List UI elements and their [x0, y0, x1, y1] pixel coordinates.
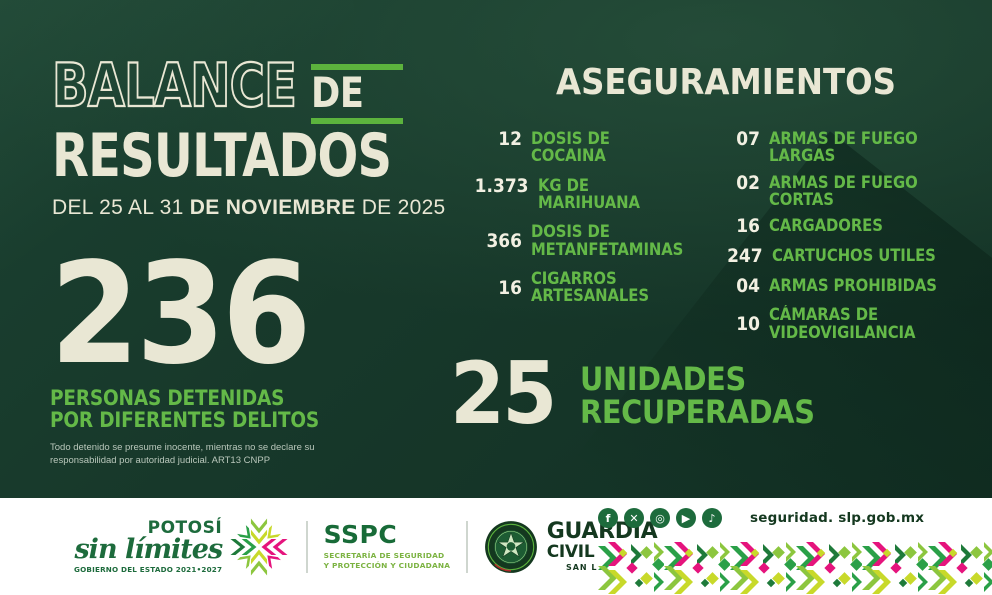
headline-block: BALANCE DE RESULTADOS DEL 25 AL 31 DE NO…	[51, 51, 476, 220]
seizure-label: CIGARROS ARTESANALES	[531, 268, 649, 306]
social-icons: f ✕ ◎ ▶ ♪	[598, 508, 722, 528]
potosi-top-text: POTOSÍ	[147, 517, 223, 538]
date-bold: DE NOVIEMBRE	[189, 195, 356, 219]
legal-disclaimer: Todo detenido se presume inocente, mient…	[50, 442, 315, 466]
seizure-label: CARGADORES	[769, 216, 883, 236]
seizures-title: ASEGURAMIENTOS	[556, 62, 897, 103]
seizure-label: CÁMARAS DE VIDEOVIGILANCIA	[769, 305, 916, 342]
sspc-subtitle-line2: Y PROTECCIÓN Y CIUDADANA	[323, 561, 451, 570]
date-range: DEL 25 AL 31 DE NOVIEMBRE DE 2025	[52, 196, 476, 220]
seizure-count: 247	[727, 245, 763, 267]
seizure-item: 366 DOSIS DE METANFETAMINAS	[470, 223, 702, 258]
youtube-icon[interactable]: ▶	[676, 508, 696, 528]
units-label-line1: UNIDADES	[579, 360, 746, 398]
poster-body: BALANCE DE RESULTADOS DEL 25 AL 31 DE NO…	[0, 0, 992, 498]
potosi-wordmark: POTOSÍ sin límites GOBIERNO DEL ESTADO 2…	[74, 517, 223, 574]
seizure-item: 16 CARGADORES	[724, 217, 982, 238]
seizure-label: KG DE MARIHUANA	[537, 175, 640, 212]
seizure-item: 02 ARMAS DE FUEGO CORTAS	[724, 172, 982, 209]
seizure-label: ARMAS PROHIBIDAS	[769, 275, 937, 295]
seizure-item: 12 DOSIS DE COCAINA	[470, 129, 702, 166]
headline-first-line: BALANCE DE	[51, 51, 476, 124]
facebook-icon[interactable]: f	[598, 508, 618, 528]
units-count: 25	[450, 344, 557, 444]
decorative-pattern-band	[598, 540, 992, 595]
sspc-logo: SSPC SECRETARÍA DE SEGURIDAD Y PROTECCIÓ…	[324, 522, 451, 570]
seizure-count: 16	[498, 277, 522, 299]
instagram-icon[interactable]: ◎	[650, 508, 670, 528]
seizure-count: 1.373	[474, 175, 529, 197]
de-bottom-bar	[311, 117, 404, 124]
footer-divider	[466, 520, 468, 573]
seizure-count: 07	[736, 129, 760, 150]
seizure-count: 16	[736, 216, 760, 238]
potosi-bottom-text: GOBIERNO DEL ESTADO 2021•2027	[74, 564, 223, 574]
seizure-count: 12	[498, 129, 522, 150]
seizures-columns: 12 DOSIS DE COCAINA 1.373 KG DE MARIHUAN…	[470, 129, 985, 341]
date-suffix: DE 2025	[355, 195, 446, 219]
footer-divider	[306, 520, 308, 573]
seizure-item: 04 ARMAS PROHIBIDAS	[724, 275, 982, 298]
seizure-count: 04	[736, 275, 760, 297]
sspc-acronym: SSPC	[323, 520, 398, 550]
x-twitter-icon[interactable]: ✕	[624, 508, 644, 528]
detained-caption-line1: PERSONAS DETENIDAS	[50, 385, 285, 410]
seizure-label: DOSIS DE COCAINA	[531, 129, 610, 166]
tiktok-icon[interactable]: ♪	[702, 508, 722, 528]
potosi-star-icon	[230, 517, 288, 576]
page-title-de: DE	[311, 68, 364, 117]
units-label: UNIDADES RECUPERADAS	[580, 363, 815, 428]
seizure-label: ARMAS DE FUEGO LARGAS	[769, 129, 918, 166]
website-url[interactable]: seguridad. slp.gob.mx	[750, 510, 925, 526]
seizures-column-right: 07 ARMAS DE FUEGO LARGAS 02 ARMAS DE FUE…	[724, 129, 982, 341]
headline-de-group: DE	[311, 64, 404, 124]
potosi-logo: POTOSÍ sin límites GOBIERNO DEL ESTADO 2…	[74, 516, 290, 578]
detained-block: 236 PERSONAS DETENIDAS POR DIFERENTES DE…	[50, 233, 356, 468]
seizure-item: 247 CARTUCHOS UTILES	[724, 245, 982, 268]
seizure-item: 10 CÁMARAS DE VIDEOVIGILANCIA	[724, 306, 982, 341]
page-title-outline: BALANCE	[51, 51, 298, 121]
seizure-label: DOSIS DE METANFETAMINAS	[531, 222, 684, 259]
sspc-subtitle: SECRETARÍA DE SEGURIDAD Y PROTECCIÓN Y C…	[324, 551, 451, 570]
sspc-wordmark: SSPC SECRETARÍA DE SEGURIDAD Y PROTECCIÓ…	[324, 522, 451, 570]
page-title-fill: RESULTADOS	[52, 120, 392, 191]
seizure-count: 366	[486, 231, 522, 253]
seizure-item: 07 ARMAS DE FUEGO LARGAS	[724, 129, 982, 166]
footer-social-block: f ✕ ◎ ▶ ♪ seguridad. slp.gob.mx	[598, 508, 924, 528]
potosi-middle-text: sin límites	[74, 533, 223, 565]
detained-caption-line2: POR DIFERENTES DELITOS	[50, 408, 320, 433]
seizure-count: 02	[736, 172, 760, 194]
seizure-label: CARTUCHOS UTILES	[771, 245, 936, 265]
seizures-column-left: 12 DOSIS DE COCAINA 1.373 KG DE MARIHUAN…	[470, 129, 702, 341]
sspc-subtitle-line1: SECRETARÍA DE SEGURIDAD	[323, 551, 445, 561]
units-block: 25 UNIDADES RECUPERADAS	[450, 344, 840, 444]
guardia-civil-badge-icon	[484, 520, 537, 573]
detained-count: 236	[50, 233, 312, 396]
date-prefix: DEL 25 AL 31	[52, 195, 190, 219]
seizure-count: 10	[736, 314, 760, 336]
seizure-item: 1.373 KG DE MARIHUANA	[470, 175, 702, 212]
pattern-svg	[598, 540, 992, 595]
seizure-label: ARMAS DE FUEGO CORTAS	[769, 172, 918, 209]
units-label-line2: RECUPERADAS	[579, 392, 815, 431]
seizure-item: 16 CIGARROS ARTESANALES	[470, 270, 702, 305]
de-top-bar	[311, 64, 404, 70]
detained-caption: PERSONAS DETENIDAS POR DIFERENTES DELITO…	[50, 387, 319, 432]
